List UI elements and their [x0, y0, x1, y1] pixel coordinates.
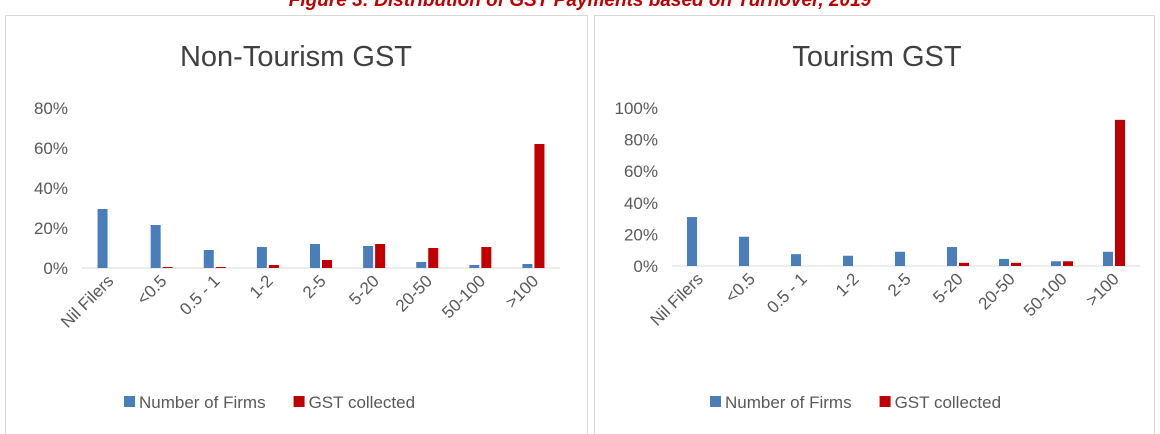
bar	[203, 250, 214, 268]
bar	[947, 247, 957, 266]
chart-title: Tourism GST	[792, 41, 961, 73]
x-tick-label: 5-20	[345, 271, 382, 308]
bar	[363, 246, 374, 268]
bar	[522, 264, 533, 268]
x-tick-label: 0.5 - 1	[763, 269, 811, 317]
x-tick-label: 5-20	[929, 269, 966, 306]
y-tick-label: 100%	[615, 99, 658, 118]
x-tick-label: 20-50	[392, 271, 436, 315]
bar	[416, 262, 427, 268]
legend-label: Number of Firms	[139, 393, 266, 412]
x-tick-label: Nil Filers	[647, 269, 707, 329]
x-tick-label: 50-100	[1020, 269, 1071, 320]
x-tick-label: 50-100	[438, 271, 489, 322]
legend-label: Number of Firms	[725, 393, 852, 412]
x-tick-label: 0.5 - 1	[176, 271, 224, 319]
bar	[1103, 251, 1113, 266]
chart-title: Non-Tourism GST	[180, 41, 412, 73]
bar	[999, 258, 1009, 266]
x-tick-label: <0.5	[133, 271, 170, 308]
y-tick-label: 0%	[43, 259, 68, 278]
y-tick-label: 20%	[624, 225, 658, 244]
y-tick-label: 0%	[633, 257, 658, 276]
x-tick-label: <0.5	[722, 269, 759, 306]
legend-swatch	[293, 396, 305, 407]
bar	[215, 267, 226, 268]
legend-label: GST collected	[895, 393, 1001, 412]
y-tick-label: 80%	[624, 131, 658, 150]
x-tick-label: 1-2	[246, 271, 277, 302]
bar	[1063, 261, 1073, 266]
bar	[162, 267, 173, 268]
bar	[268, 265, 279, 268]
bar	[739, 236, 749, 266]
legend-label: GST collected	[309, 393, 415, 412]
legend-swatch	[124, 396, 135, 407]
y-tick-label: 20%	[34, 219, 68, 238]
x-tick-label: 2-5	[884, 269, 915, 300]
y-tick-label: 60%	[34, 139, 68, 158]
bar	[322, 260, 332, 268]
bar	[895, 251, 905, 266]
bar	[310, 244, 320, 268]
panel-frame	[594, 15, 1155, 434]
bar	[481, 247, 492, 268]
bar	[1011, 262, 1021, 266]
y-tick-label: 40%	[34, 179, 68, 198]
x-tick-label: >100	[1082, 269, 1123, 310]
bar	[150, 225, 161, 268]
bar	[375, 244, 386, 268]
y-tick-label: 80%	[34, 99, 68, 118]
bar	[791, 254, 801, 266]
bar	[534, 144, 545, 268]
bar	[687, 217, 697, 266]
x-tick-label: Nil Filers	[57, 271, 117, 331]
bar	[1115, 119, 1125, 266]
x-tick-label: 1-2	[832, 269, 863, 300]
y-tick-label: 60%	[624, 162, 658, 181]
y-tick-label: 40%	[624, 194, 658, 213]
figure-title: Figure 3: Distribution of GST Payments b…	[289, 0, 872, 11]
bar	[428, 248, 439, 268]
bar	[959, 262, 969, 266]
bar	[97, 209, 108, 268]
x-tick-label: 2-5	[299, 271, 330, 302]
legend-swatch	[710, 396, 721, 407]
x-tick-label: >100	[502, 271, 543, 312]
panel-frame	[5, 15, 588, 434]
legend-swatch	[879, 396, 891, 407]
bar	[1051, 261, 1061, 266]
bar	[843, 255, 853, 266]
bar	[469, 265, 480, 268]
bar	[256, 247, 267, 268]
x-tick-label: 20-50	[975, 269, 1019, 313]
